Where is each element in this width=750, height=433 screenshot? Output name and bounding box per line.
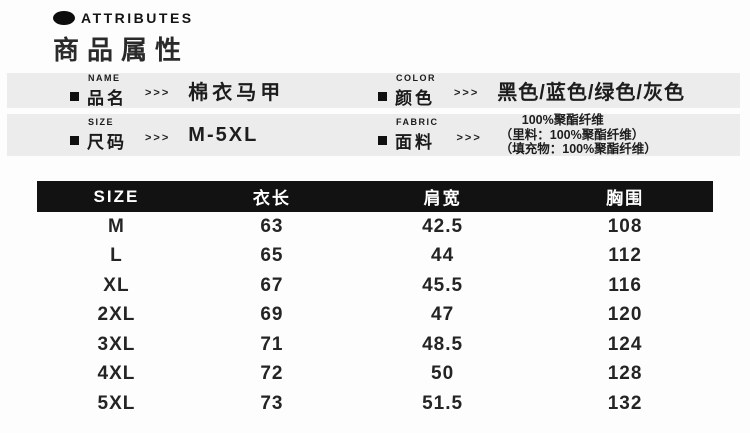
table-row: 2XL 69 47 120 [37, 301, 713, 331]
table-row: 3XL 71 48.5 124 [37, 330, 713, 360]
cell-shoulder: 50 [431, 363, 455, 385]
cell-chest: 116 [608, 274, 642, 296]
cell-chest: 120 [607, 304, 643, 326]
column-header-length: 衣长 [252, 189, 291, 208]
cell-chest: 112 [608, 245, 642, 267]
cell-chest: 132 [607, 392, 643, 414]
attribute-size-label-en: SIZE [88, 117, 115, 127]
attribute-color: COLOR 颜色 >>> 黑色/蓝色/绿色/灰色 [378, 73, 685, 108]
attributes-header: ATTRIBUTES 商品属性 [53, 10, 194, 67]
attribute-fabric: FABRIC 面料 >>> 100%聚酯纤维 （里料：100%聚酯纤维） （填充… [378, 113, 657, 157]
square-bullet-icon [70, 136, 79, 145]
attribute-name: NAME 品名 >>> 棉衣马甲 [70, 73, 284, 108]
attribute-fabric-value: 100%聚酯纤维 （里料：100%聚酯纤维） （填充物：100%聚酯纤维） [500, 113, 657, 157]
attributes-eyebrow: ATTRIBUTES [53, 10, 194, 26]
cell-chest: 124 [607, 333, 643, 355]
cell-chest: 128 [607, 363, 643, 385]
table-row: M 63 42.5 108 [37, 212, 713, 242]
cell-length: 73 [260, 392, 284, 414]
fabric-line: （里料：100%聚酯纤维） [499, 127, 645, 142]
cell-length: 72 [260, 363, 284, 385]
cell-shoulder: 45.5 [422, 274, 464, 296]
attribute-size-value: M-5XL [188, 123, 259, 146]
cell-shoulder: 42.5 [422, 215, 464, 237]
fabric-line: 100%聚酯纤维 [521, 112, 604, 127]
cell-length: 69 [260, 304, 284, 326]
chevron-arrows-icon: >>> [145, 131, 171, 144]
chevron-arrows-icon: >>> [454, 87, 480, 99]
cell-length: 67 [260, 274, 284, 296]
attribute-color-value: 黑色/蓝色/绿色/灰色 [497, 82, 685, 104]
attribute-name-label-en: NAME [88, 72, 121, 83]
cell-shoulder: 47 [431, 304, 455, 326]
attribute-fabric-label-en: FABRIC [396, 117, 439, 127]
attribute-size-label-zh: 尺码 [87, 133, 127, 152]
attribute-row-1-background [7, 73, 740, 108]
cell-shoulder: 44 [431, 245, 455, 267]
cell-shoulder: 51.5 [422, 392, 464, 414]
chevron-arrows-icon: >>> [145, 87, 171, 99]
cell-length: 71 [260, 333, 284, 355]
dot-icon [53, 11, 75, 25]
square-bullet-icon [378, 136, 387, 145]
size-table-header: SIZE 衣长 肩宽 胸围 [37, 181, 713, 212]
cell-size: 2XL [97, 304, 136, 326]
table-row: 4XL 72 50 128 [37, 360, 713, 390]
cell-size: L [110, 245, 123, 267]
attribute-color-label-zh: 颜色 [395, 88, 435, 108]
cell-size: M [108, 215, 125, 237]
cell-shoulder: 48.5 [422, 333, 464, 355]
attribute-color-label-en: COLOR [396, 72, 436, 83]
cell-size: XL [103, 274, 130, 296]
attribute-size: SIZE 尺码 >>> M-5XL [70, 114, 258, 156]
attribute-fabric-label-zh: 面料 [395, 133, 435, 152]
column-header-chest: 胸围 [606, 189, 645, 208]
table-row: XL 67 45.5 116 [37, 271, 713, 301]
attribute-name-label: NAME 品名 [70, 73, 127, 109]
attribute-color-label: COLOR 颜色 [378, 73, 436, 109]
fabric-line: （填充物：100%聚酯纤维） [499, 142, 657, 157]
column-header-size: SIZE [93, 186, 140, 206]
table-row: L 65 44 112 [37, 242, 713, 272]
square-bullet-icon [70, 91, 79, 101]
table-row: 5XL 73 51.5 132 [37, 389, 713, 419]
cell-chest: 108 [607, 215, 643, 237]
attribute-name-label-zh: 品名 [87, 88, 127, 108]
attributes-eyebrow-label: ATTRIBUTES [81, 10, 194, 26]
cell-length: 63 [260, 215, 284, 237]
square-bullet-icon [378, 91, 387, 101]
page-title: 商品属性 [53, 35, 190, 65]
chevron-arrows-icon: >>> [456, 131, 482, 144]
cell-size: 4XL [97, 363, 136, 385]
attribute-fabric-label: FABRIC 面料 [378, 117, 439, 153]
cell-size: 3XL [97, 333, 136, 355]
attribute-row-2-background [7, 114, 740, 156]
size-table: SIZE 衣长 肩宽 胸围 M 63 42.5 108 L 65 44 112 … [37, 181, 713, 419]
cell-size: 5XL [97, 392, 136, 414]
cell-length: 65 [260, 245, 284, 267]
column-header-shoulder: 肩宽 [423, 189, 462, 208]
attribute-name-value: 棉衣马甲 [188, 82, 285, 104]
attribute-size-label: SIZE 尺码 [70, 117, 127, 153]
